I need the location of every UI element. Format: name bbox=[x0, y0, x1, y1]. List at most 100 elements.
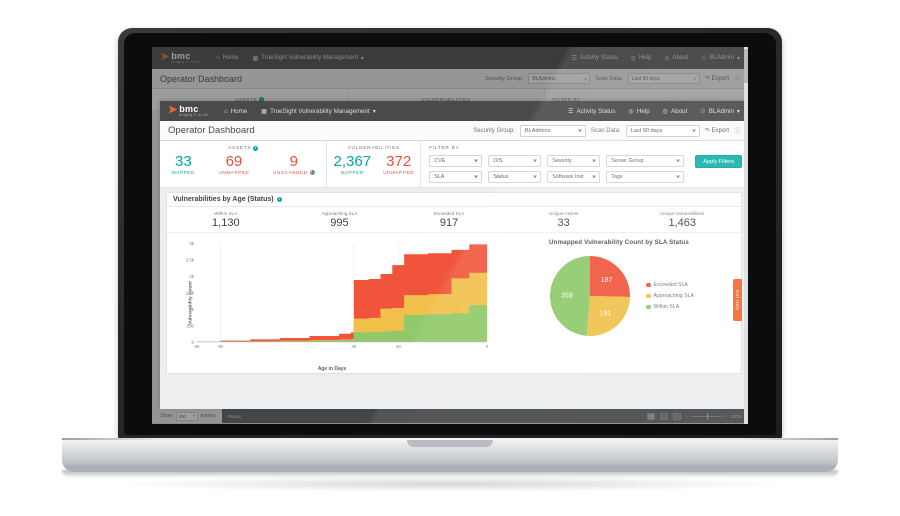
user-icon: ☉ bbox=[700, 107, 706, 115]
vulnerabilities-stat-row: 2,367 MAPPED 372 UNMAPPED bbox=[327, 154, 420, 175]
sla-exceeded-label: Exceeded SLA bbox=[433, 210, 465, 216]
info-icon: ◎ bbox=[662, 107, 669, 115]
chevron-down-icon: ▾ bbox=[736, 107, 740, 115]
bg-nav-help[interactable]: ◎ Help bbox=[631, 55, 652, 62]
nav-home[interactable]: ⌂ Home bbox=[224, 108, 247, 115]
show-entries-value: 200 bbox=[178, 413, 186, 419]
chevron-down-icon bbox=[577, 129, 582, 132]
scan-data-value: Last 90 days bbox=[630, 127, 663, 134]
bg-scan-data-label: Scan Data: bbox=[595, 75, 623, 82]
bg-security-group-label: Security Group: bbox=[485, 75, 524, 82]
view-layout-icon[interactable] bbox=[659, 412, 668, 420]
filter-panel: FILTER BY CVE O/S Severity Server Group … bbox=[421, 141, 748, 187]
vulns-unmapped[interactable]: 372 UNMAPPED bbox=[383, 154, 414, 175]
subbar-controls: Security Group: BLAdmins Scan Data: Last… bbox=[473, 124, 740, 137]
vulns-mapped[interactable]: 2,367 MAPPED bbox=[334, 154, 372, 175]
nav-about[interactable]: ◎ About bbox=[663, 108, 688, 115]
bg-nav-about[interactable]: ◎ About bbox=[664, 55, 688, 62]
zoom-knob[interactable] bbox=[706, 412, 709, 420]
zoom-in-icon[interactable]: + bbox=[722, 413, 726, 419]
bg-nav-user[interactable]: ☉ BLAdmin ▾ bbox=[701, 55, 740, 62]
info-icon[interactable]: i bbox=[309, 170, 315, 175]
info-icon: i bbox=[259, 97, 265, 102]
bg-nav-product[interactable]: ▦ TrueSight Vulnerability Management ▾ bbox=[253, 55, 364, 62]
nav-product-label: TrueSight Vulnerability Management bbox=[270, 107, 370, 115]
legend-item[interactable]: Within SLA bbox=[646, 304, 694, 310]
home-icon: ⌂ bbox=[223, 107, 228, 115]
show-entries-select[interactable]: 200 ▾ bbox=[175, 411, 198, 421]
bg-about-label: About bbox=[672, 55, 689, 61]
filter-status-label: Status bbox=[493, 174, 509, 180]
filter-severity[interactable]: Severity bbox=[547, 155, 601, 167]
info-icon[interactable]: i bbox=[253, 146, 259, 151]
bg-nav-product-label: TrueSight Vulnerability Management bbox=[261, 55, 358, 61]
assets-unmapped[interactable]: 69 UNMAPPED bbox=[219, 154, 250, 175]
vulns-unmapped-value: 372 bbox=[386, 153, 412, 170]
svg-text:0: 0 bbox=[486, 344, 489, 349]
bg-scan-data-value: Last 90 days bbox=[631, 75, 660, 82]
filter-os-label: O/S bbox=[493, 158, 503, 164]
nav-help-label: Help bbox=[636, 107, 650, 115]
apply-filters-button[interactable]: Apply Filters bbox=[695, 155, 742, 168]
nav-user-menu[interactable]: ☉ BLAdmin ▾ bbox=[700, 108, 740, 115]
assets-stat-block: ASSETS i 33 MAPPED 69 UNMAPPED bbox=[160, 141, 328, 187]
view-page-icon[interactable] bbox=[672, 412, 681, 420]
info-icon[interactable]: ⓘ bbox=[733, 129, 740, 135]
filter-software-inst[interactable]: Software Inst bbox=[547, 171, 601, 183]
view-normal-icon[interactable] bbox=[646, 412, 655, 420]
table-toolbar: Show 200 ▾ entries Ready − bbox=[152, 409, 748, 423]
scan-data-select[interactable]: Last 90 days bbox=[625, 124, 700, 137]
get-help-label: Get Help bbox=[735, 289, 740, 311]
assets-unscanned-value: 9 bbox=[289, 153, 298, 170]
legend-item[interactable]: Exceeded SLA bbox=[646, 282, 694, 288]
laptop-base-notch bbox=[407, 440, 493, 447]
nav-help[interactable]: ◎ Help bbox=[629, 108, 650, 115]
nav-activity-status[interactable]: ☰ Activity Status bbox=[568, 108, 615, 115]
page-scrollbar[interactable] bbox=[744, 47, 748, 424]
assets-heading: ASSETS i bbox=[228, 146, 259, 151]
page-scrollbar-thumb[interactable] bbox=[744, 49, 748, 83]
pie-chart-body: 187 191 359 Exceeded SLA Approaching SLA Wit… bbox=[501, 250, 737, 342]
sla-exceeded-value: 917 bbox=[439, 216, 459, 229]
assets-unscanned[interactable]: 9 UNSCANNED i bbox=[273, 154, 315, 175]
chevron-down-icon bbox=[532, 159, 537, 163]
grid-icon: ▦ bbox=[252, 55, 259, 62]
security-group-select[interactable]: BLAdmins bbox=[519, 124, 586, 137]
bmc-chevron-icon: ➤ bbox=[168, 104, 178, 117]
filter-tags[interactable]: Tags bbox=[606, 171, 685, 183]
bmc-chevron-icon: ➤ bbox=[160, 51, 170, 64]
bg-export-button[interactable]: ↷ Export bbox=[705, 75, 729, 83]
filter-status[interactable]: Status bbox=[488, 171, 542, 183]
area-chart-ylabel: Vulnerability Count bbox=[188, 281, 194, 325]
chevron-down-icon bbox=[532, 175, 537, 179]
bg-nav-activity-status[interactable]: ☰ Activity Status bbox=[572, 55, 618, 62]
filter-server-group[interactable]: Server Group bbox=[606, 155, 685, 167]
bg-scan-data-select[interactable]: Last 90 days ▾ bbox=[627, 73, 700, 84]
pie-chart-svg: 187 191 359 bbox=[550, 256, 631, 336]
bg-page-title: Operator Dashboard bbox=[160, 73, 243, 84]
filter-sla[interactable]: SLA bbox=[429, 171, 483, 183]
legend-color-icon bbox=[646, 293, 651, 299]
bmc-logo[interactable]: ➤ bmc Bringing IT to Life bbox=[168, 104, 208, 118]
nav-product[interactable]: ▦ TrueSight Vulnerability Management ▾ bbox=[261, 108, 376, 115]
legend-item[interactable]: Approaching SLA bbox=[646, 293, 694, 299]
zoom-slider[interactable]: − + bbox=[685, 412, 726, 420]
filter-os[interactable]: O/S bbox=[488, 155, 542, 167]
bg-security-group-select[interactable]: BLAdmins ▾ bbox=[528, 73, 591, 84]
get-help-tab[interactable]: Get Help bbox=[733, 279, 742, 321]
bg-nav-home[interactable]: ⌂ Home bbox=[216, 55, 239, 61]
svg-text:3k: 3k bbox=[189, 241, 194, 246]
svg-text:500: 500 bbox=[187, 323, 195, 328]
bg-assets-heading-text: ASSETS bbox=[235, 97, 258, 102]
filter-cve[interactable]: CVE bbox=[429, 155, 483, 167]
sla-unique-assets-value: 33 bbox=[557, 216, 570, 229]
info-icon[interactable]: i bbox=[276, 197, 282, 202]
zoom-out-icon[interactable]: − bbox=[685, 413, 689, 419]
export-icon: ↷ bbox=[704, 128, 710, 134]
assets-mapped[interactable]: 33 MAPPED bbox=[172, 154, 195, 175]
bg-activity-label: Activity Status bbox=[580, 55, 618, 61]
zoom-track[interactable] bbox=[690, 412, 721, 420]
export-button[interactable]: ↷ Export bbox=[704, 127, 729, 135]
bg-info-icon[interactable]: ⓘ bbox=[733, 77, 740, 83]
table-header-row: TARGET▾ VULNERABILITY NAME▾ PORT▾ CVE⇅ R… bbox=[152, 423, 748, 424]
